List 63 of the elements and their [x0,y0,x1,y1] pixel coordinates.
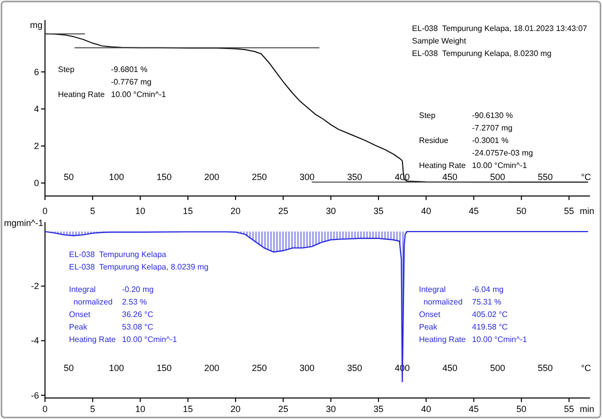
text: Integral -0.20 mg normalized 2.53 % Onset 36.26 °C Peak 53.08 °C Heating Rate 10.00 °Cmin^-1 [69,285,177,344]
x-tick-label: 55 [564,404,574,414]
x-tick-label: 25 [278,404,288,414]
x2-tick-label: 150 [156,363,172,373]
y-tick-label: 6 [34,66,39,77]
y-axis-title: mgmin^-1 [4,218,44,228]
x-tick-label: 50 [516,206,526,216]
text: Step -9.6801 % -0.7767 mg Heating Rate 10.00 °Cmin^-1 [58,65,166,99]
x2-tick-label: 300 [300,363,315,373]
x-tick-label: 55 [564,206,574,216]
x-tick-label: 45 [468,404,479,414]
x-tick-label: 0 [42,404,48,414]
x2-tick-label: 550 [538,172,553,182]
x-tick-label: 25 [278,206,288,216]
x2-tick-label: 250 [252,363,267,373]
x2-tick-label: 200 [204,172,220,182]
x2-tick-label: 450 [442,363,458,373]
text: Step -90.6130 % -7.2707 mg Residue -0.3001 % -24.0757e-03 mg Heating Rate 10.00 °Cmin^-1 [419,111,533,170]
x2-tick-label: 350 [347,172,362,182]
y-tick-label: 4 [34,104,39,114]
x2-tick-label: 100 [108,172,124,182]
x2-tick-label: 100 [108,363,124,373]
x2-tick-label: 500 [490,172,506,182]
y-axis-title: mg [30,20,43,30]
x-tick-label: 45 [468,206,479,216]
x-tick-label: 40 [421,404,432,414]
x-tick-label: 50 [516,404,526,414]
text: Integral -6.04 mg normalized 75.31 % Onset 405.02 °C Peak 419.58 °C Heating Rate 10.00 °Cmin^-1 [419,285,527,344]
y-tick-label: -4 [30,336,39,346]
x-tick-label: 5 [90,404,96,414]
x2-tick-label: 350 [347,363,362,373]
x-tick-label: 10 [135,206,146,216]
x-axis-title: min [580,206,594,216]
x-tick-label: 30 [326,404,336,414]
x2-axis-title: °C [580,363,592,373]
y-tick-label: -6 [30,390,39,400]
x-tick-label: 15 [182,404,193,414]
x-tick-label: 15 [182,206,193,216]
annotation: EL-038 Tempurung Kelapa, 18.01.2023 13:43:07 Sample Weight EL-038 Tempurung Kelapa, 8.0230 mg [412,24,588,58]
x2-tick-label: 500 [490,363,506,373]
x2-tick-label: 300 [300,172,315,182]
x-axis-title: min [580,404,594,414]
x-tick-label: 35 [373,404,384,414]
x-tick-label: 10 [135,404,146,414]
x2-tick-label: 150 [156,172,172,182]
x2-axis-title: °C [580,172,592,182]
x2-tick-label: 50 [64,363,74,373]
x-tick-label: 40 [421,206,432,216]
x-tick-label: 20 [230,206,241,216]
x2-tick-label: 50 [64,172,74,182]
x-tick-label: 0 [42,206,48,216]
x-tick-label: 20 [230,404,241,414]
x2-tick-label: 200 [204,363,220,373]
x-tick-label: 35 [373,206,384,216]
annotation: EL-038 Tempurung Kelapa EL-038 Tempurung Kelapa, 8.0239 mg [69,250,209,272]
y-tick-label: -2 [30,281,39,292]
y-tick-label: 0 [34,178,39,188]
x2-tick-label: 250 [252,172,267,182]
x2-tick-label: 550 [538,363,553,373]
y-tick-label: 2 [34,140,39,151]
x-tick-label: 30 [326,206,336,216]
x-tick-label: 5 [90,206,96,216]
x2-tick-label: 450 [442,172,458,182]
